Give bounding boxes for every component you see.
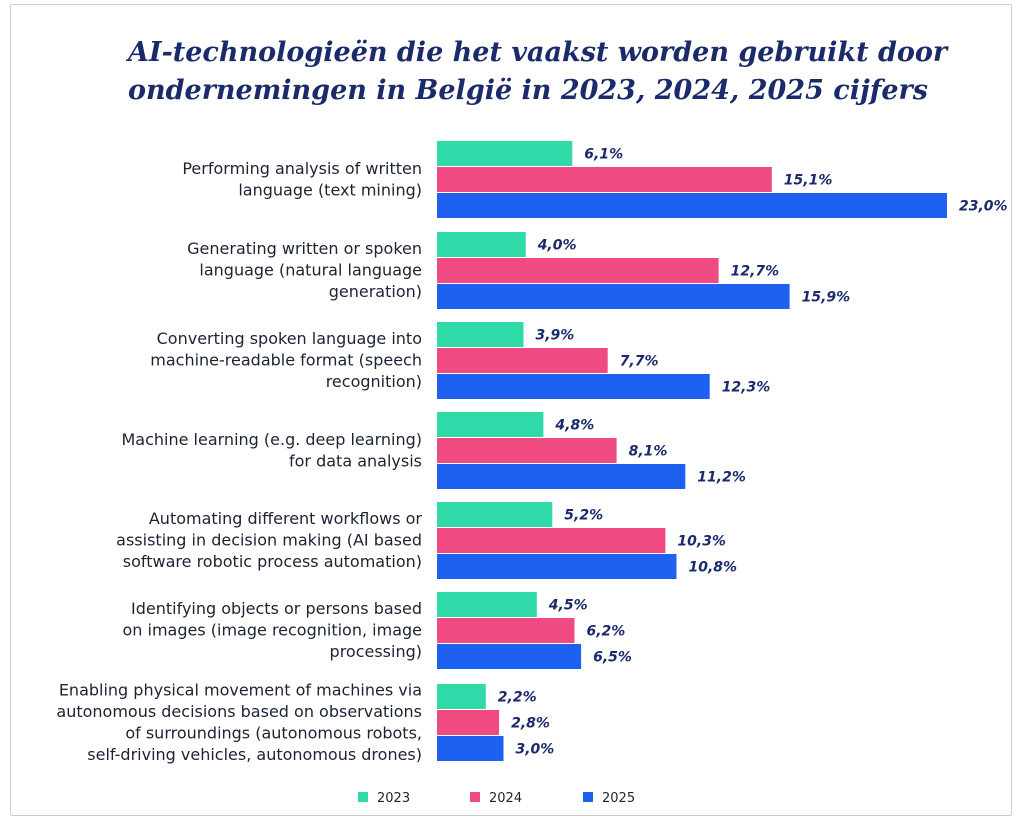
- category-label-line: software robotic process automation): [123, 552, 422, 571]
- value-label: 2,8%: [511, 716, 550, 732]
- bar-2025: [437, 554, 677, 579]
- bar-2024: [437, 618, 575, 643]
- category-label-line: Converting spoken language into: [157, 329, 422, 348]
- value-label: 8,1%: [629, 444, 668, 460]
- bar-2024: [437, 348, 608, 373]
- category-label-line: Generating written or spoken: [187, 239, 422, 258]
- chart-frame: [10, 4, 1012, 816]
- value-label: 6,5%: [593, 650, 632, 666]
- bar-2025: [437, 374, 710, 399]
- bar-2025: [437, 464, 686, 489]
- category-label: Automating different workflows or assisti…: [116, 509, 422, 571]
- bar-2025: [437, 284, 790, 309]
- legend: 2023 2024 2025: [358, 791, 635, 806]
- category-label-line: machine-readable format (speech: [150, 351, 422, 370]
- bar-2024: [437, 710, 500, 735]
- value-label: 23,0%: [959, 199, 1008, 215]
- category-label-line: Enabling physical movement of machines v…: [59, 680, 422, 699]
- category-label: Machine learning (e.g. deep learning) for…: [121, 430, 422, 471]
- category-label-line: Identifying objects or persons based: [131, 599, 422, 618]
- category-label-line: self-driving vehicles, autonomous drones…: [87, 745, 422, 764]
- bar-2024: [437, 528, 666, 553]
- value-label: 4,5%: [548, 598, 588, 614]
- value-label: 15,1%: [784, 173, 833, 189]
- legend-swatch-2023: [358, 792, 368, 802]
- category-label: Converting spoken language into machine-r…: [150, 329, 422, 391]
- category-label-line: Automating different workflows or: [149, 509, 423, 528]
- legend-swatch-2025: [583, 792, 593, 802]
- value-label: 12,7%: [731, 264, 780, 280]
- category-label-line: language (natural language: [199, 261, 422, 280]
- value-labels: 6,1% 15,1% 23,0% 4,0% 12,7% 15,9% 3,9% 7,7% 12,3…: [498, 147, 1008, 758]
- category-label-line: autonomous decisions based on observatio…: [56, 702, 422, 721]
- legend-swatch-2024: [470, 792, 480, 802]
- bar-2024: [437, 167, 772, 192]
- value-label: 10,8%: [689, 560, 738, 576]
- bar-2024: [437, 258, 719, 283]
- bars: [437, 141, 947, 761]
- category-label-line: Performing analysis of written: [182, 159, 422, 178]
- value-label: 2,2%: [498, 690, 537, 706]
- bar-2024: [437, 438, 617, 463]
- bar-2023: [437, 592, 537, 617]
- value-label: 6,1%: [584, 147, 623, 163]
- bar-2025: [437, 736, 504, 761]
- bar-2023: [437, 502, 553, 527]
- chart-title: AI-technologieën die het vaakst worden g…: [128, 37, 948, 106]
- value-label: 10,3%: [677, 534, 726, 550]
- category-label-line: on images (image recognition, image: [123, 621, 423, 640]
- category-label-line: generation): [329, 282, 422, 301]
- value-label: 3,9%: [536, 328, 575, 344]
- category-labels: Performing analysis of written language (…: [56, 159, 422, 764]
- legend-label: 2023: [377, 791, 410, 806]
- bar-2023: [437, 141, 573, 166]
- category-label-line: for data analysis: [289, 451, 422, 470]
- bar-2023: [437, 322, 524, 347]
- value-label: 11,2%: [697, 470, 746, 486]
- category-label-line: of surroundings (autonomous robots,: [125, 723, 422, 742]
- category-label: Identifying objects or persons based on i…: [123, 599, 423, 661]
- legend-label: 2024: [489, 791, 522, 806]
- value-label: 3,0%: [516, 742, 555, 758]
- value-label: 6,2%: [587, 624, 626, 640]
- category-label-line: recognition): [326, 372, 422, 391]
- category-label: Performing analysis of written language (…: [182, 159, 422, 200]
- category-label-line: language (text mining): [238, 180, 422, 199]
- category-label-line: assisting in decision making (AI based: [116, 531, 422, 550]
- value-label: 15,9%: [802, 290, 851, 306]
- bar-2023: [437, 684, 486, 709]
- bar-2025: [437, 644, 582, 669]
- bar-2025: [437, 193, 947, 218]
- category-label: Generating written or spoken language (na…: [187, 239, 422, 301]
- value-label: 12,3%: [722, 380, 771, 396]
- bar-2023: [437, 232, 526, 257]
- category-label: Enabling physical movement of machines v…: [56, 680, 422, 764]
- bar-2023: [437, 412, 544, 437]
- value-label: 4,8%: [554, 418, 594, 434]
- legend-label: 2025: [602, 791, 635, 806]
- category-label-line: processing): [330, 642, 422, 661]
- value-label: 7,7%: [620, 354, 659, 370]
- value-label: 4,0%: [537, 238, 577, 254]
- value-label: 5,2%: [564, 508, 603, 524]
- category-label-line: Machine learning (e.g. deep learning): [121, 430, 422, 449]
